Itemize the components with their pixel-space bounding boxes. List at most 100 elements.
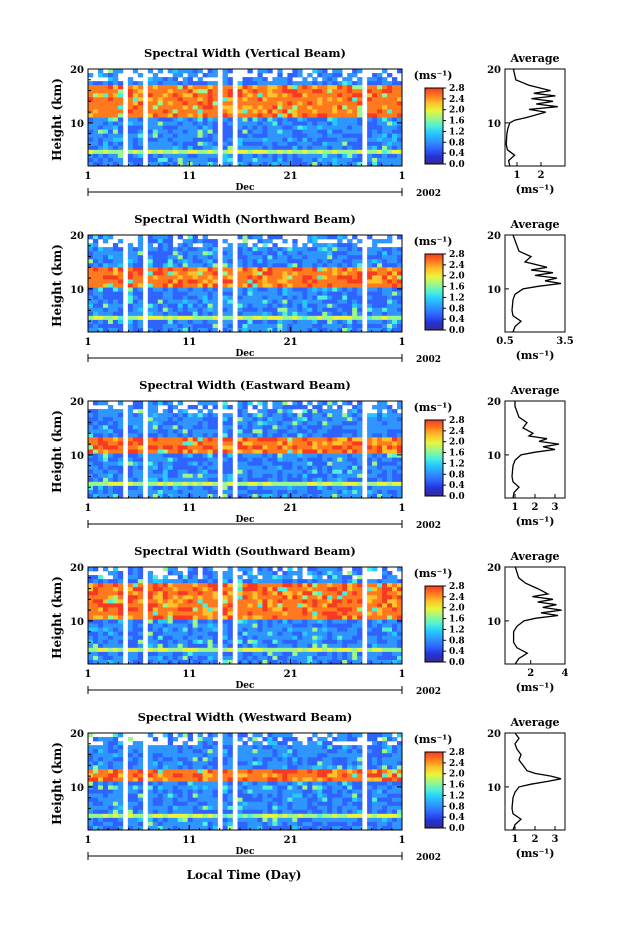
heatmap-cell bbox=[257, 275, 263, 280]
heatmap-cell bbox=[162, 239, 169, 244]
heatmap-cell bbox=[287, 315, 293, 321]
heatmap-cell bbox=[312, 129, 318, 134]
heatmap-cell bbox=[202, 583, 208, 588]
heatmap-cell bbox=[147, 477, 154, 483]
heatmap-cell bbox=[352, 429, 358, 434]
heatmap-cell bbox=[342, 425, 348, 430]
heatmap-cell bbox=[342, 125, 348, 130]
heatmap-cell bbox=[102, 481, 109, 487]
heatmap-cell bbox=[247, 421, 253, 426]
heatmap-cell bbox=[327, 271, 333, 276]
heatmap-cell bbox=[88, 263, 94, 268]
heatmap-cell bbox=[227, 133, 233, 139]
heatmap-cell bbox=[147, 465, 154, 471]
heatmap-cell bbox=[177, 433, 183, 438]
heatmap-cell bbox=[322, 327, 328, 333]
heatmap-cell bbox=[202, 239, 208, 244]
heatmap-cell bbox=[152, 417, 159, 422]
heatmap-cell bbox=[322, 489, 328, 495]
heatmap-cell bbox=[157, 307, 164, 313]
heatmap-cell bbox=[167, 571, 174, 576]
heatmap-cell bbox=[157, 619, 164, 624]
heatmap-cell bbox=[242, 145, 248, 151]
heatmap bbox=[88, 401, 403, 499]
heatmap-cell bbox=[252, 481, 258, 487]
heatmap-cell bbox=[212, 489, 218, 495]
heatmap-cell bbox=[102, 425, 109, 430]
heatmap-cell bbox=[177, 635, 183, 641]
heatmap-cell bbox=[212, 619, 218, 624]
heatmap-cell bbox=[162, 461, 169, 466]
heatmap-cell bbox=[272, 465, 278, 471]
heatmap-cell bbox=[182, 433, 188, 438]
heatmap-cell bbox=[177, 149, 183, 155]
heatmap-cell bbox=[162, 643, 169, 649]
heatmap-cell bbox=[127, 583, 134, 588]
heatmap-cell bbox=[88, 89, 94, 94]
heatmap-cell bbox=[337, 129, 343, 134]
heatmap-cell bbox=[277, 109, 283, 114]
heatmap-cell bbox=[97, 485, 104, 491]
heatmap-cell bbox=[322, 485, 328, 491]
heatmap-cell bbox=[112, 639, 119, 645]
heatmap-cell bbox=[372, 437, 378, 442]
heatmap-cell bbox=[132, 303, 139, 309]
heatmap-cell bbox=[172, 643, 179, 649]
colorbar-tick-label: 0.8 bbox=[449, 470, 465, 480]
heatmap-cell bbox=[342, 295, 348, 300]
heatmap-cell bbox=[332, 117, 338, 122]
heatmap-cell bbox=[127, 105, 134, 110]
heatmap-cell bbox=[97, 319, 104, 325]
heatmap-cell bbox=[287, 327, 293, 333]
heatmap-cell bbox=[337, 291, 343, 296]
heatmap-cell bbox=[327, 255, 333, 260]
heatmap-cell bbox=[277, 263, 283, 268]
heatmap-cell bbox=[347, 145, 353, 151]
heatmap-cell bbox=[242, 583, 248, 588]
heatmap-cell bbox=[182, 145, 188, 151]
heatmap-cell bbox=[207, 429, 213, 434]
heatmap-cell bbox=[107, 437, 114, 442]
heatmap-cell bbox=[262, 149, 268, 155]
heatmap-cell bbox=[172, 599, 179, 604]
heatmap-cell bbox=[327, 287, 333, 292]
heatmap-cell bbox=[387, 85, 393, 90]
heatmap-cell bbox=[92, 251, 99, 256]
heatmap-cell bbox=[92, 599, 99, 604]
heatmap-cell bbox=[252, 97, 258, 102]
heatmap-cell bbox=[352, 433, 358, 438]
heatmap-cell bbox=[222, 251, 228, 256]
heatmap-cell bbox=[247, 481, 253, 487]
heatmap-cell bbox=[222, 307, 228, 313]
heatmap-cell bbox=[107, 489, 114, 495]
heatmap-cell bbox=[332, 85, 338, 90]
heatmap-cell bbox=[157, 599, 164, 604]
heatmap-cell bbox=[192, 599, 198, 604]
heatmap-cell bbox=[152, 433, 159, 438]
heatmap-cell bbox=[312, 287, 318, 292]
heatmap-cell bbox=[257, 279, 263, 284]
heatmap-cell bbox=[172, 319, 179, 325]
heatmap-cell bbox=[112, 493, 119, 499]
heatmap-cell bbox=[267, 421, 273, 426]
heatmap-cell bbox=[287, 263, 293, 268]
heatmap-cell bbox=[212, 243, 218, 248]
heatmap-cell bbox=[237, 319, 243, 325]
heatmap-cell bbox=[312, 405, 318, 410]
heatmap-cell bbox=[202, 323, 208, 329]
heatmap-cell bbox=[377, 465, 383, 471]
heatmap-cell bbox=[207, 121, 213, 126]
heatmap-cell bbox=[112, 481, 119, 487]
heatmap-cell bbox=[252, 307, 258, 313]
heatmap-cell bbox=[257, 287, 263, 292]
heatmap-cell bbox=[192, 413, 198, 418]
heatmap-cell bbox=[307, 303, 313, 309]
heatmap-cell bbox=[312, 101, 318, 106]
heatmap-cell bbox=[212, 73, 218, 78]
heatmap-cell bbox=[297, 133, 303, 139]
heatmap-cell bbox=[127, 575, 134, 580]
heatmap-cell bbox=[88, 607, 94, 612]
heatmap-cell bbox=[282, 477, 288, 483]
heatmap-cell bbox=[97, 311, 104, 317]
heatmap-cell bbox=[257, 247, 263, 252]
